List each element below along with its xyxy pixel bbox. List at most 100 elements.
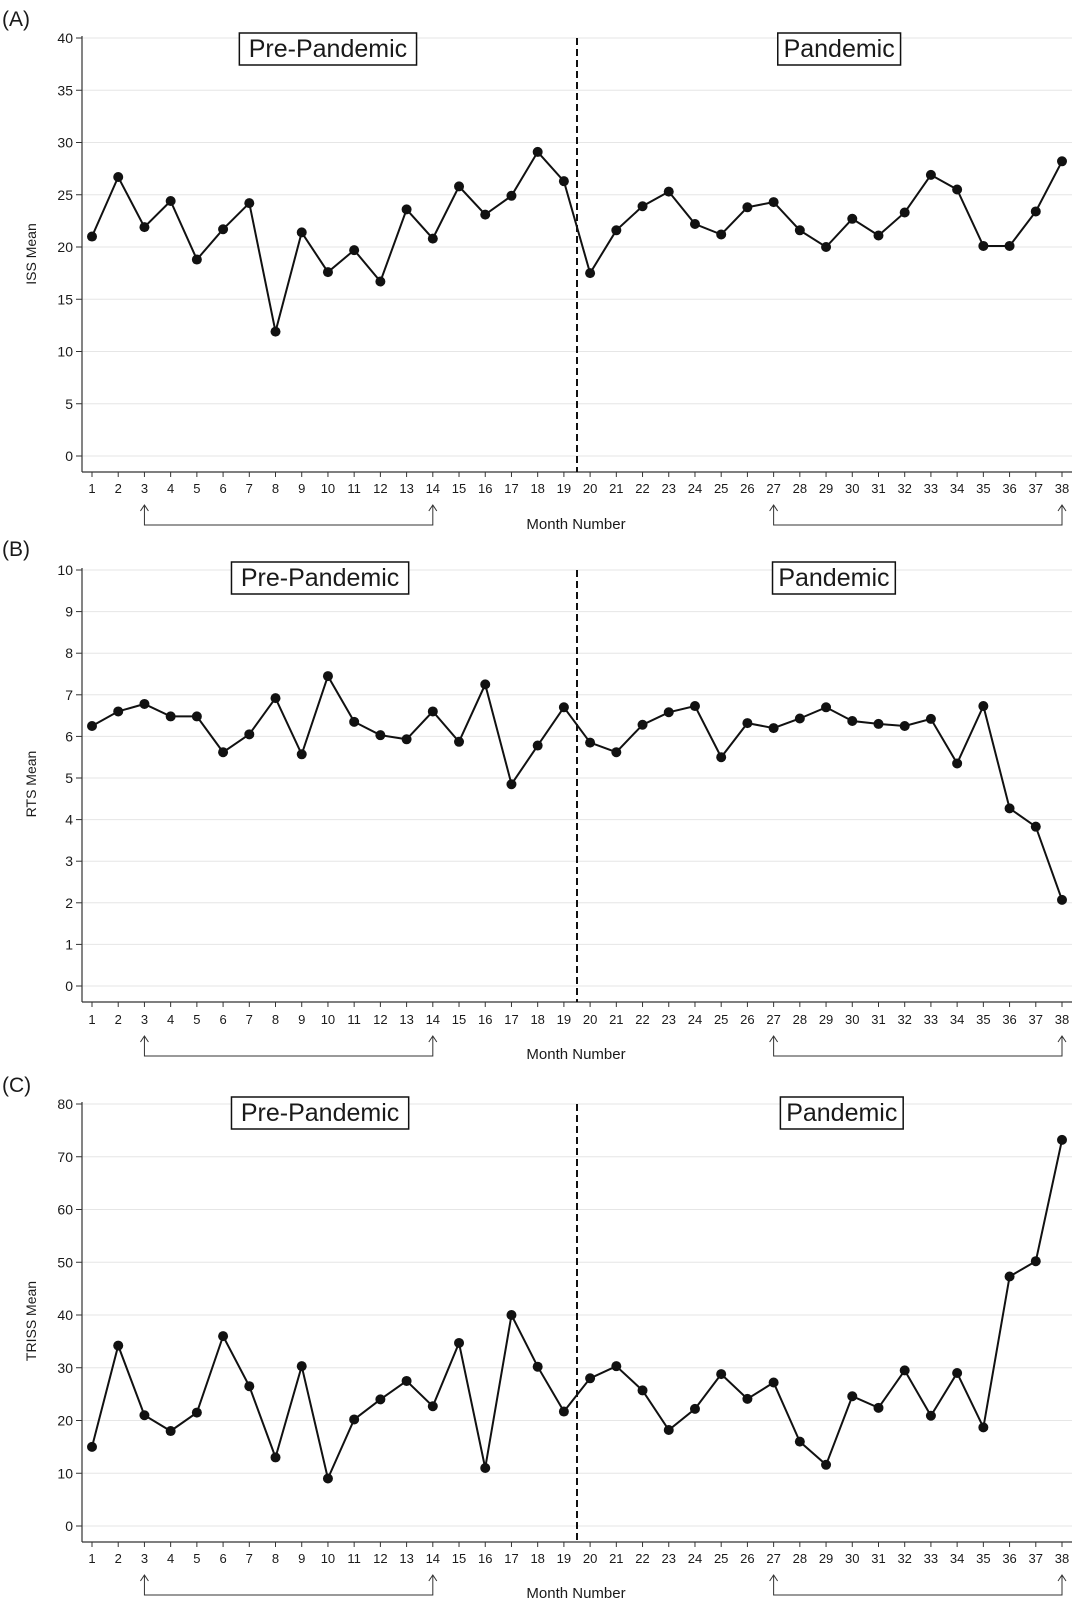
data-point	[191, 254, 202, 265]
data-point	[558, 702, 569, 713]
data-point	[532, 740, 543, 751]
x-tick-label: 24	[688, 481, 702, 496]
y-tick-label: 9	[65, 604, 73, 620]
data-point	[899, 207, 910, 218]
data-point	[873, 1402, 884, 1413]
y-tick-label: 40	[57, 30, 73, 46]
x-tick-label: 25	[714, 481, 728, 496]
x-tick-label: 12	[373, 481, 387, 496]
period-bracket	[769, 504, 1067, 526]
data-point	[978, 1422, 989, 1433]
data-point	[637, 719, 648, 730]
x-tick-label: 14	[426, 481, 440, 496]
y-tick-label: 6	[65, 728, 73, 744]
data-point	[794, 1436, 805, 1447]
data-point	[244, 1381, 255, 1392]
data-point	[611, 747, 622, 758]
data-point	[821, 702, 832, 713]
x-tick-label: 25	[714, 1012, 728, 1027]
x-tick-label: 23	[662, 1551, 676, 1566]
data-point	[558, 1406, 569, 1417]
y-tick-label: 0	[65, 448, 73, 464]
data-point	[663, 707, 674, 718]
x-tick-label: 11	[347, 1012, 361, 1027]
x-tick-label: 2	[115, 1551, 122, 1566]
x-tick-label: 21	[609, 481, 623, 496]
y-axis-label: TRISS Mean	[23, 1281, 39, 1361]
data-point	[427, 706, 438, 717]
region-label-box	[777, 32, 902, 66]
bracket-line	[143, 505, 434, 526]
data-point	[952, 758, 963, 769]
data-point	[506, 190, 517, 201]
y-tick-label: 30	[57, 135, 73, 151]
data-point	[532, 1361, 543, 1372]
x-tick-label: 36	[1002, 1551, 1016, 1566]
data-point	[218, 1331, 229, 1342]
x-tick-label: 23	[662, 481, 676, 496]
data-point	[978, 701, 989, 712]
data-point	[296, 1361, 307, 1372]
x-tick-label: 14	[426, 1012, 440, 1027]
data-point	[873, 718, 884, 729]
x-tick-label: 2	[115, 1012, 122, 1027]
data-point	[349, 245, 360, 256]
x-tick-label: 30	[845, 481, 859, 496]
x-tick-label: 19	[557, 481, 571, 496]
data-point	[952, 184, 963, 195]
y-tick-label: 8	[65, 645, 73, 661]
data-point	[585, 268, 596, 279]
x-tick-label: 23	[662, 1012, 676, 1027]
bracket-line	[773, 505, 1063, 526]
data-point	[742, 202, 753, 213]
x-tick-label: 8	[272, 1012, 279, 1027]
data-point	[427, 1401, 438, 1412]
data-point	[218, 224, 229, 235]
x-tick-label: 7	[246, 1551, 253, 1566]
region-label: Pandemic	[778, 564, 889, 592]
y-tick-label: 2	[65, 895, 73, 911]
x-tick-label: 17	[504, 1012, 518, 1027]
data-point	[113, 706, 124, 717]
data-point	[611, 1361, 622, 1372]
x-tick-label: 28	[793, 1012, 807, 1027]
x-tick-label: 37	[1029, 1012, 1043, 1027]
x-tick-label: 20	[583, 1551, 597, 1566]
x-tick-label: 1	[88, 1012, 95, 1027]
bracket-line	[773, 1036, 1063, 1057]
x-tick-label: 9	[298, 1012, 305, 1027]
y-tick-label: 0	[65, 1518, 73, 1534]
x-tick-label: 35	[976, 481, 990, 496]
x-tick-label: 33	[924, 1012, 938, 1027]
data-point	[689, 219, 700, 230]
data-point	[454, 736, 465, 747]
data-point	[532, 146, 543, 157]
x-tick-label: 3	[141, 481, 148, 496]
x-tick-label: 24	[688, 1551, 702, 1566]
data-point	[191, 711, 202, 722]
y-tick-label: 10	[57, 344, 73, 360]
bracket-arrow	[769, 1574, 779, 1582]
x-tick-label: 32	[897, 1551, 911, 1566]
data-point	[454, 1337, 465, 1348]
data-point	[663, 186, 674, 197]
period-bracket	[769, 1574, 1067, 1596]
x-tick-label: 27	[766, 481, 780, 496]
x-tick-label: 29	[819, 481, 833, 496]
y-tick-label: 0	[65, 978, 73, 994]
data-point	[349, 716, 360, 727]
x-tick-label: 6	[219, 1012, 226, 1027]
x-tick-label: 37	[1029, 481, 1043, 496]
x-tick-label: 31	[871, 1012, 885, 1027]
data-point	[663, 1424, 674, 1435]
x-tick-label: 19	[557, 1551, 571, 1566]
period-bracket	[140, 1574, 438, 1596]
series-line	[91, 1139, 1063, 1482]
bracket-arrow	[140, 1574, 149, 1582]
data-point	[322, 267, 333, 278]
data-point	[165, 196, 176, 207]
data-point	[1057, 156, 1067, 167]
